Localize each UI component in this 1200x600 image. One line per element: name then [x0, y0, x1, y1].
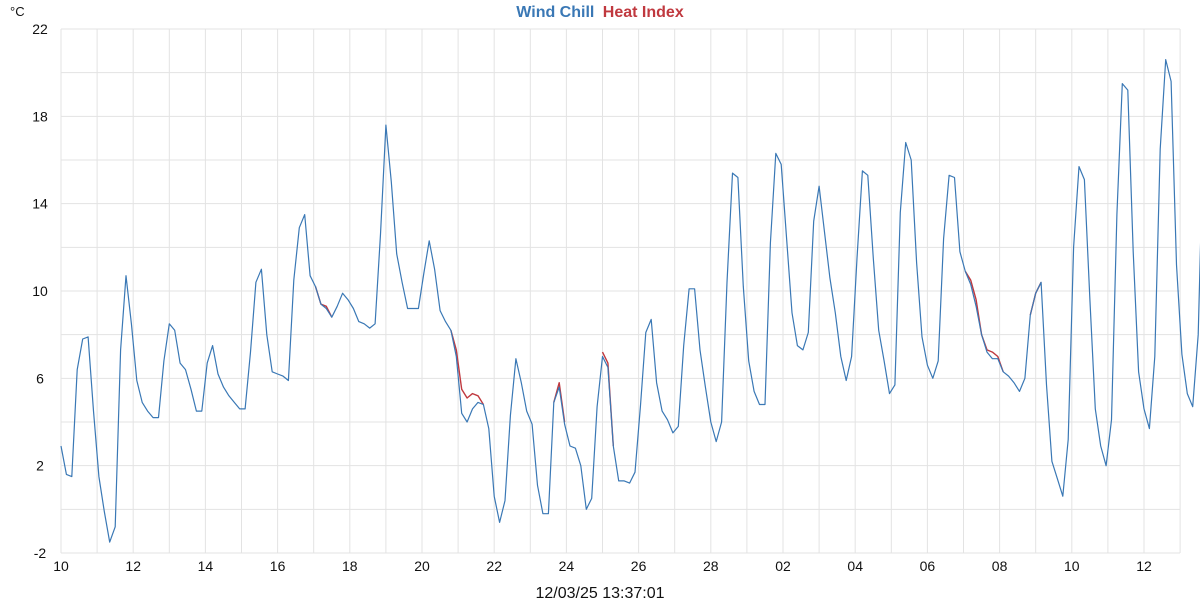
x-tick-label: 22: [486, 558, 502, 574]
x-tick-label: 04: [847, 558, 863, 574]
x-tick-label: 14: [198, 558, 214, 574]
grid-layer: [60, 28, 1181, 554]
y-tick-label: 22: [32, 21, 48, 37]
y-tick-label: 10: [32, 283, 48, 299]
x-tick-label: 28: [703, 558, 719, 574]
x-tick-label: 12: [1136, 558, 1152, 574]
timestamp-label: 12/03/25 13:37:01: [535, 585, 664, 600]
y-tick-label: -2: [34, 545, 47, 561]
x-tick-label: 02: [775, 558, 791, 574]
x-tick-label: 10: [53, 558, 69, 574]
x-tick-label: 08: [992, 558, 1008, 574]
y-tick-label: 6: [36, 370, 44, 386]
x-tick-label: 20: [414, 558, 430, 574]
title-heat-index: Heat Index: [603, 4, 684, 21]
heat-index-line: [450, 330, 484, 405]
x-tick-label: 18: [342, 558, 358, 574]
x-tick-label: 24: [559, 558, 575, 574]
wind-chill-line: [60, 59, 1200, 543]
chart-title: Wind Chill Heat Index: [516, 4, 684, 21]
y-tick-label: 14: [32, 196, 48, 212]
x-tick-label: 12: [125, 558, 141, 574]
x-axis: 10 12 14 16 18 20 22 24 26 28 02 04 06 08 10 12: [53, 558, 1152, 574]
x-tick-label: 06: [920, 558, 936, 574]
y-unit-label: °C: [10, 4, 25, 19]
x-tick-label: 26: [631, 558, 647, 574]
title-wind-chill: Wind Chill: [516, 4, 594, 21]
y-tick-label: 18: [32, 108, 48, 124]
series-layer: [60, 59, 1200, 543]
y-axis: -2 2 6 10 14 18 22: [32, 21, 48, 561]
x-tick-label: 16: [270, 558, 286, 574]
x-tick-label: 10: [1064, 558, 1080, 574]
y-tick-label: 2: [36, 458, 44, 474]
